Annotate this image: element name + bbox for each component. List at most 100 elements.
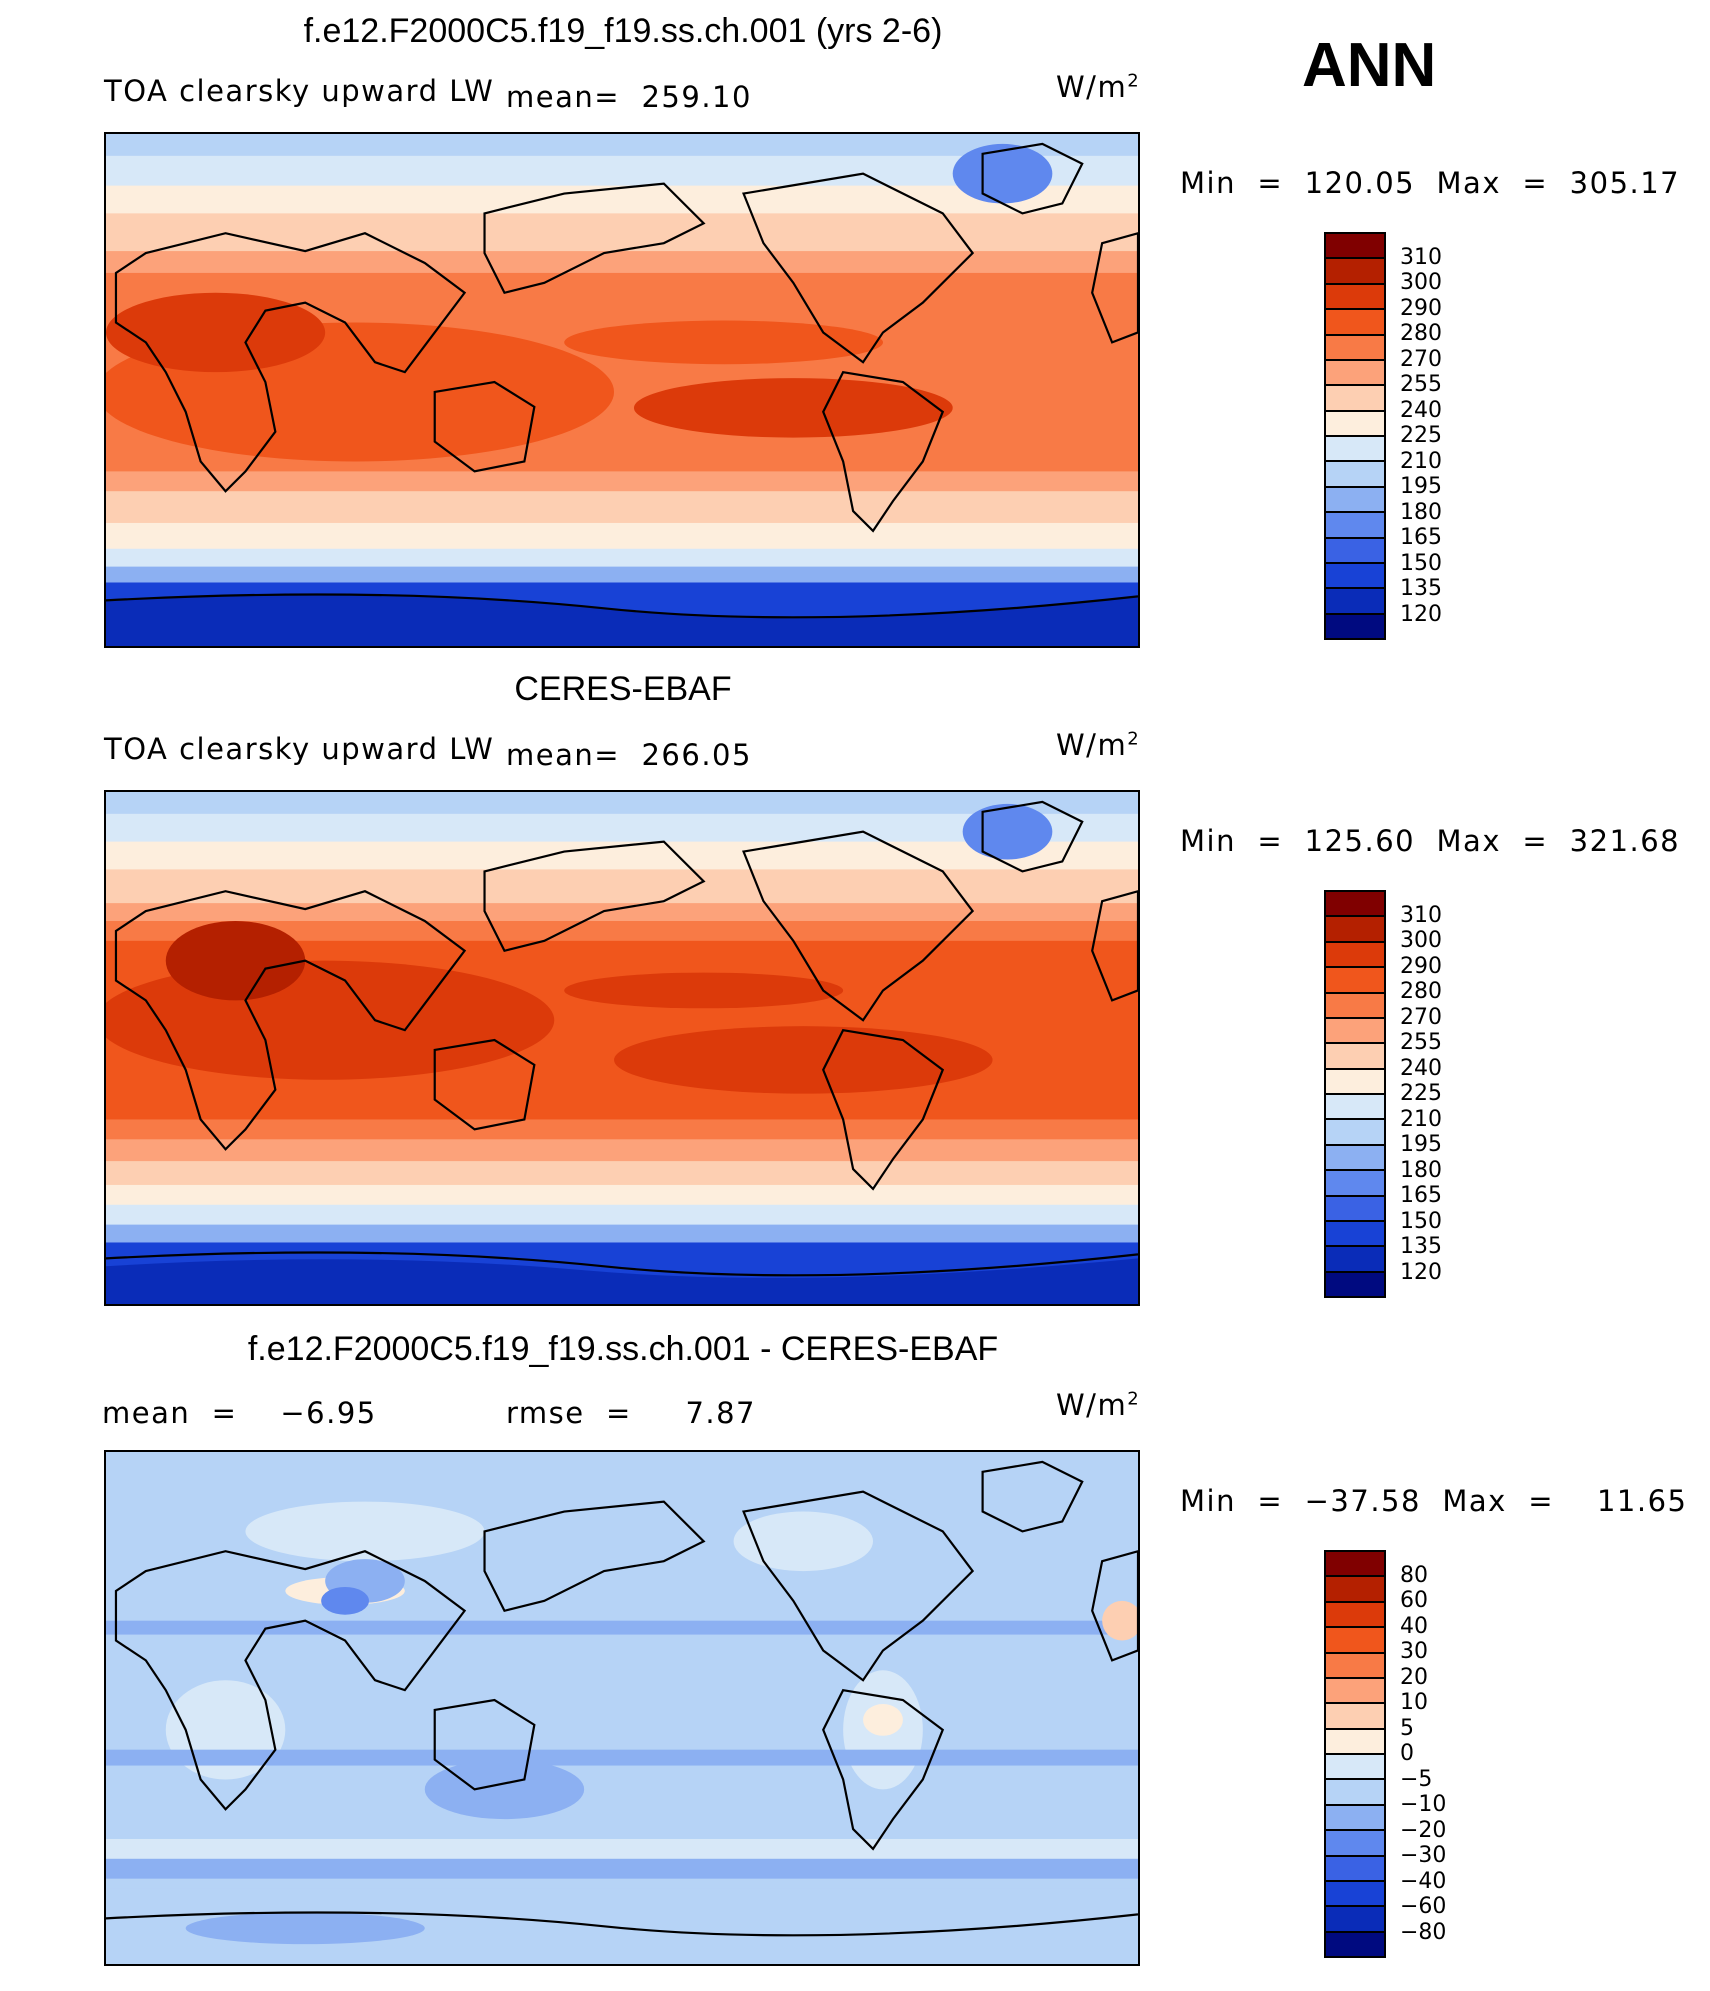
panel1-colorbar-label: 240 bbox=[1400, 397, 1442, 423]
panel2-colorbar-label: 310 bbox=[1400, 902, 1442, 928]
panel1-colorbar-swatch bbox=[1326, 386, 1384, 412]
panel2-colorbar-swatch bbox=[1326, 1247, 1384, 1273]
panel1-colorbar-swatch bbox=[1326, 284, 1384, 311]
panel3-colorbar-swatch bbox=[1326, 1881, 1384, 1908]
panel2-colorbar-swatch bbox=[1326, 942, 1384, 969]
panel1-colorbar-label: 165 bbox=[1400, 525, 1442, 550]
panel1-colorbar-swatch bbox=[1326, 614, 1384, 638]
panel2-colorbar-swatch bbox=[1326, 1069, 1384, 1095]
panel3-colorbar-label: 80 bbox=[1400, 1562, 1428, 1588]
panel1-colorbar-swatch bbox=[1326, 335, 1384, 361]
panel2-mean: mean= 266.05 bbox=[506, 738, 752, 772]
panel2-colorbar-swatch bbox=[1326, 1221, 1384, 1248]
panel2-colorbar-label: 135 bbox=[1400, 1234, 1442, 1259]
panel2-colorbar-swatch bbox=[1326, 968, 1384, 994]
panel2-colorbar-swatch bbox=[1326, 1044, 1384, 1070]
panel3-minmax: Min = −37.58 Max = 11.65 bbox=[1180, 1484, 1688, 1518]
panel2-colorbar-swatch bbox=[1326, 1145, 1384, 1172]
panel1-colorbar-label: 195 bbox=[1400, 474, 1442, 499]
panel3-colorbar-label: −5 bbox=[1400, 1766, 1433, 1792]
panel1-map bbox=[104, 132, 1140, 648]
panel1-colorbar-label: 150 bbox=[1400, 550, 1442, 576]
panel3-map bbox=[104, 1450, 1140, 1966]
panel2-colorbar bbox=[1324, 890, 1386, 1298]
panel3-colorbar-swatch bbox=[1326, 1628, 1384, 1654]
panel3-colorbar-swatch bbox=[1326, 1907, 1384, 1933]
panel3-colorbar bbox=[1324, 1550, 1386, 1958]
panel3-colorbar-label: −80 bbox=[1400, 1919, 1447, 1945]
panel2-colorbar-swatch bbox=[1326, 917, 1384, 943]
panel3-colorbar-swatch bbox=[1326, 1932, 1384, 1956]
panel1-mean: mean= 259.10 bbox=[506, 80, 752, 114]
panel3-colorbar-swatch bbox=[1326, 1856, 1384, 1882]
panel3-colorbar-swatch bbox=[1326, 1552, 1384, 1578]
panel1-title: f.e12.F2000C5.f19_f19.ss.ch.001 (yrs 2-6… bbox=[303, 12, 943, 50]
panel2-colorbar-label: 290 bbox=[1400, 953, 1442, 979]
panel1-colorbar-label: 135 bbox=[1400, 576, 1442, 601]
panel3-colorbar-label: −20 bbox=[1400, 1817, 1447, 1843]
panel1-colorbar-swatch bbox=[1326, 538, 1384, 564]
panel2-colorbar-swatch bbox=[1326, 1171, 1384, 1197]
panel1-colorbar-label: 270 bbox=[1400, 346, 1442, 372]
panel3-colorbar-label: −10 bbox=[1400, 1792, 1447, 1817]
panel3-colorbar-swatch bbox=[1326, 1831, 1384, 1857]
panel3-colorbar-label: 5 bbox=[1400, 1715, 1414, 1741]
season-label: ANN bbox=[1302, 31, 1437, 100]
panel1-colorbar-label: 290 bbox=[1400, 295, 1442, 321]
panel1-colorbar-label: 180 bbox=[1400, 499, 1442, 525]
panel3-mean: mean = −6.95 bbox=[102, 1396, 377, 1430]
panel2-colorbar-label: 210 bbox=[1400, 1106, 1442, 1132]
panel2-colorbar-swatch bbox=[1326, 1120, 1384, 1146]
panel1-minmax: Min = 120.05 Max = 305.17 bbox=[1180, 166, 1681, 200]
panel3-colorbar-label: 60 bbox=[1400, 1588, 1428, 1613]
panel1-units: W/m2 bbox=[1056, 70, 1141, 104]
panel2-colorbar-label: 180 bbox=[1400, 1157, 1442, 1183]
panel2-colorbar-label: 300 bbox=[1400, 928, 1442, 953]
panel1-colorbar-swatch bbox=[1326, 310, 1384, 336]
panel1-colorbar-swatch bbox=[1326, 462, 1384, 488]
panel3-colorbar-label: 0 bbox=[1400, 1741, 1414, 1766]
panel2-colorbar-swatch bbox=[1326, 1196, 1384, 1222]
panel2-colorbar-swatch bbox=[1326, 1095, 1384, 1121]
panel3-colorbar-swatch bbox=[1326, 1577, 1384, 1603]
panel2-colorbar-label: 150 bbox=[1400, 1208, 1442, 1234]
panel1-colorbar-swatch bbox=[1326, 487, 1384, 514]
panel1-colorbar-swatch bbox=[1326, 259, 1384, 285]
panel3-colorbar-label: 20 bbox=[1400, 1664, 1428, 1690]
panel1-colorbar-label: 225 bbox=[1400, 423, 1442, 448]
panel2-colorbar-swatch bbox=[1326, 1272, 1384, 1296]
panel3-colorbar-swatch bbox=[1326, 1678, 1384, 1705]
panel3-rmse: rmse = 7.87 bbox=[506, 1396, 757, 1430]
panel3-colorbar-label: −30 bbox=[1400, 1843, 1447, 1868]
panel1-colorbar-label: 210 bbox=[1400, 448, 1442, 474]
panel2-colorbar-label: 225 bbox=[1400, 1081, 1442, 1106]
panel2-title: CERES-EBAF bbox=[514, 670, 732, 708]
panel1-colorbar-label: 300 bbox=[1400, 270, 1442, 295]
panel3-colorbar-swatch bbox=[1326, 1805, 1384, 1832]
panel2-colorbar-label: 280 bbox=[1400, 979, 1442, 1004]
panel3-title: f.e12.F2000C5.f19_f19.ss.ch.001 - CERES-… bbox=[247, 1330, 999, 1368]
panel2-map bbox=[104, 790, 1140, 1306]
panel1-colorbar-swatch bbox=[1326, 360, 1384, 387]
panel2-colorbar-label: 120 bbox=[1400, 1259, 1442, 1285]
panel3-colorbar-label: −60 bbox=[1400, 1894, 1447, 1919]
panel2-variable: TOA clearsky upward LW bbox=[104, 732, 495, 766]
panel2-colorbar-label: 240 bbox=[1400, 1055, 1442, 1081]
panel2-colorbar-swatch bbox=[1326, 993, 1384, 1019]
panel2-colorbar-swatch bbox=[1326, 892, 1384, 918]
panel2-colorbar-swatch bbox=[1326, 1018, 1384, 1045]
panel1-variable: TOA clearsky upward LW bbox=[104, 74, 495, 108]
panel3-colorbar-swatch bbox=[1326, 1704, 1384, 1730]
panel3-colorbar-swatch bbox=[1326, 1602, 1384, 1629]
panel2-colorbar-label: 255 bbox=[1400, 1030, 1442, 1055]
panel2-colorbar-label: 270 bbox=[1400, 1004, 1442, 1030]
panel1-colorbar-swatch bbox=[1326, 589, 1384, 615]
panel3-colorbar-label: 30 bbox=[1400, 1639, 1428, 1664]
panel3-colorbar-swatch bbox=[1326, 1729, 1384, 1755]
panel1-colorbar bbox=[1324, 232, 1386, 640]
panel3-colorbar-label: 40 bbox=[1400, 1613, 1428, 1639]
panel3-units: W/m2 bbox=[1056, 1388, 1141, 1422]
panel2-units: W/m2 bbox=[1056, 728, 1141, 762]
panel3-colorbar-label: 10 bbox=[1400, 1690, 1428, 1715]
panel1-colorbar-label: 310 bbox=[1400, 244, 1442, 270]
